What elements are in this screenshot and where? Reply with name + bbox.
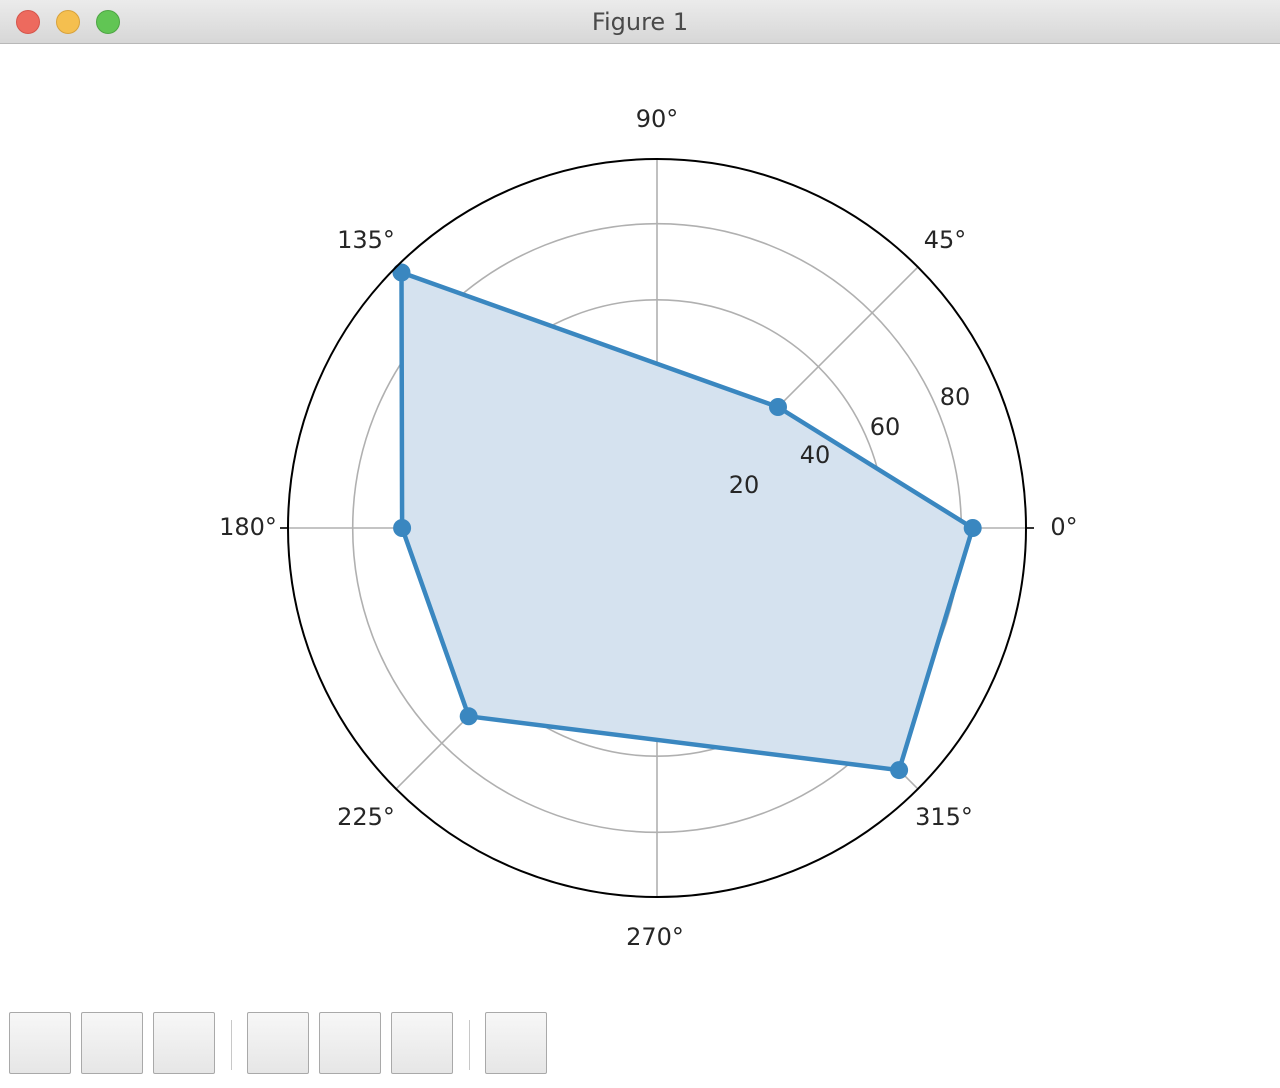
configure-subplots-button[interactable] — [391, 1012, 453, 1074]
theta-tick-label: 45° — [924, 226, 967, 254]
series-fill — [401, 272, 973, 771]
title-bar: Figure 1 — [0, 0, 1280, 44]
theta-tick-label: 180° — [219, 513, 277, 541]
theta-tick-label: 225° — [337, 803, 395, 831]
r-tick-label: 80 — [940, 383, 971, 411]
data-layer — [392, 263, 982, 780]
r-tick-label: 20 — [729, 471, 760, 499]
data-point — [393, 519, 412, 537]
toolbar-separator — [469, 1020, 470, 1070]
pan-button[interactable] — [247, 1012, 309, 1074]
r-tick-label: 40 — [800, 441, 831, 469]
close-window-button[interactable] — [16, 10, 40, 34]
maximize-window-button[interactable] — [96, 10, 120, 34]
label-layer: 0° 45° 90° 135° 180° 225° 270° 315° 20 40 60 80 — [219, 105, 1078, 951]
save-button[interactable] — [485, 1012, 547, 1074]
toolbar-separator — [231, 1020, 232, 1070]
theta-tick-label: 0° — [1050, 513, 1077, 541]
theta-tick-label: 270° — [626, 923, 684, 951]
back-button[interactable] — [81, 1012, 143, 1074]
theta-tick-label: 315° — [915, 803, 973, 831]
data-point — [890, 761, 909, 780]
window-title: Figure 1 — [591, 8, 689, 36]
r-tick-label: 60 — [870, 413, 901, 441]
figure-canvas: 0° 45° 90° 135° 180° 225° 270° 315° 20 40 60 80 — [0, 44, 1280, 1000]
data-point — [963, 519, 982, 537]
data-point — [769, 398, 787, 416]
theta-tick-label: 135° — [337, 226, 395, 254]
data-point — [392, 263, 411, 282]
forward-button[interactable] — [153, 1012, 215, 1074]
data-point — [459, 707, 478, 726]
theta-tick-label: 90° — [636, 105, 679, 133]
home-button[interactable] — [9, 1012, 71, 1074]
polar-chart: 0° 45° 90° 135° 180° 225° 270° 315° 20 40 60 80 — [219, 105, 1078, 951]
zoom-button[interactable] — [319, 1012, 381, 1074]
minimize-window-button[interactable] — [56, 10, 80, 34]
navigation-toolbar — [0, 1000, 1280, 1088]
